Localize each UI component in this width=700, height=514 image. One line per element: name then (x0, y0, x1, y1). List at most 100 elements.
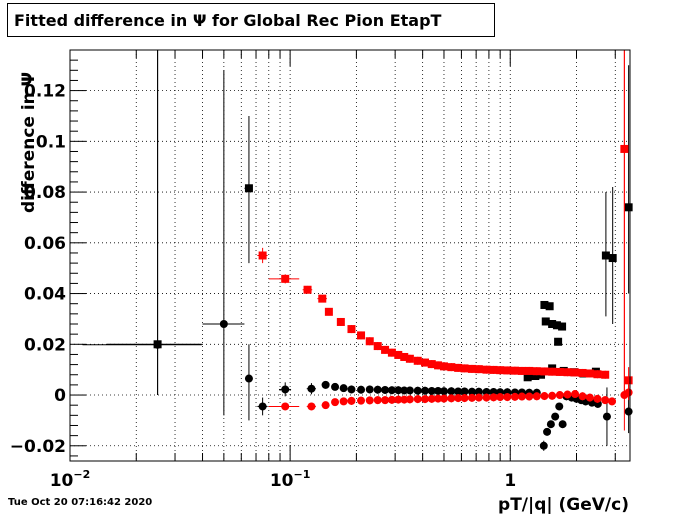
data-marker (427, 386, 436, 395)
x-tick-label: 1 (504, 471, 516, 491)
data-marker (373, 342, 382, 351)
data-marker (563, 390, 572, 399)
data-marker (543, 427, 552, 436)
data-marker (381, 345, 390, 354)
data-marker (447, 387, 456, 396)
data-marker (525, 366, 534, 375)
y-tick-label: 0.08 (24, 183, 66, 203)
chart-title-box: Fitted difference in Ψ for Global Rec Pi… (7, 3, 495, 37)
data-marker (331, 398, 340, 407)
data-marker (608, 397, 617, 406)
data-marker (321, 380, 330, 389)
data-marker (482, 387, 491, 396)
data-marker (503, 366, 512, 375)
data-marker (447, 363, 456, 372)
data-marker (467, 364, 476, 373)
data-marker (434, 394, 443, 403)
data-marker (281, 402, 290, 411)
data-marker (563, 368, 572, 377)
data-marker (558, 420, 567, 429)
data-marker (321, 401, 330, 410)
data-marker (394, 386, 403, 395)
data-marker (387, 348, 396, 357)
data-marker (439, 362, 448, 371)
data-marker (400, 395, 409, 404)
data-marker (318, 294, 327, 303)
data-marker (531, 372, 540, 381)
data-marker (555, 402, 564, 411)
data-marker (601, 396, 610, 405)
data-marker (460, 387, 469, 396)
data-marker (373, 396, 382, 405)
data-marker (532, 392, 541, 401)
data-marker (585, 393, 594, 402)
data-marker (554, 337, 563, 346)
data-marker (405, 395, 414, 404)
data-marker (421, 395, 430, 404)
data-marker (551, 412, 560, 421)
data-marker (303, 285, 312, 294)
x-axis-label: pT/|q| (GeV/c) (498, 495, 629, 514)
data-marker (608, 254, 617, 263)
data-marker (347, 385, 356, 394)
data-marker (517, 366, 526, 375)
data-marker (307, 402, 316, 411)
data-marker (387, 395, 396, 404)
data-marker (347, 396, 356, 405)
data-marker (503, 393, 512, 402)
data-marker (307, 384, 316, 393)
plot-frame (69, 49, 631, 462)
data-marker (324, 307, 333, 316)
data-marker (525, 392, 534, 401)
y-tick-label: 0 (54, 386, 66, 406)
data-marker (365, 385, 374, 394)
data-marker (540, 392, 549, 401)
data-marker (482, 393, 491, 402)
data-marker (624, 376, 633, 385)
data-marker (434, 386, 443, 395)
data-marker (400, 386, 409, 395)
data-marker (365, 337, 374, 346)
data-marker (394, 350, 403, 359)
y-tick-label: 0.12 (24, 82, 66, 102)
data-marker (467, 387, 476, 396)
datestamp: Tue Oct 20 07:16:42 2020 (8, 497, 153, 508)
data-marker (460, 394, 469, 403)
data-marker (394, 395, 403, 404)
data-marker (593, 370, 602, 379)
data-marker (421, 358, 430, 367)
axes: −0.02 0 0.02 0.04 0.06 0.08 0.1 0.12 10−2 10−1 1 (10, 49, 616, 491)
data-marker (447, 394, 456, 403)
data-marker (541, 317, 550, 326)
data-marker (578, 368, 587, 377)
data-marker (357, 396, 366, 405)
data-marker (593, 394, 602, 403)
data-marker (496, 393, 505, 402)
data-marker (454, 394, 463, 403)
data-marker (413, 386, 422, 395)
data-marker (558, 322, 567, 331)
data-marker (381, 396, 390, 405)
data-marker (405, 354, 414, 363)
data-marker (281, 385, 290, 394)
data-marker (571, 368, 580, 377)
data-marker (454, 363, 463, 372)
data-marker (357, 331, 366, 340)
y-tick-label: 0.02 (24, 335, 66, 355)
data-marker (400, 352, 409, 361)
data-marker (545, 302, 554, 311)
data-marker (548, 391, 557, 400)
grid (69, 50, 630, 461)
y-tick-label: 0.06 (24, 234, 66, 254)
data-marker (539, 441, 548, 450)
data-marker (339, 397, 348, 406)
data-marker (474, 393, 483, 402)
data-marker (555, 367, 564, 376)
data-marker (602, 412, 611, 421)
data-marker (523, 373, 532, 382)
data-marker (339, 384, 348, 393)
data-marker (517, 392, 526, 401)
y-tick-label: 0.04 (24, 285, 66, 305)
data-marker (460, 364, 469, 373)
